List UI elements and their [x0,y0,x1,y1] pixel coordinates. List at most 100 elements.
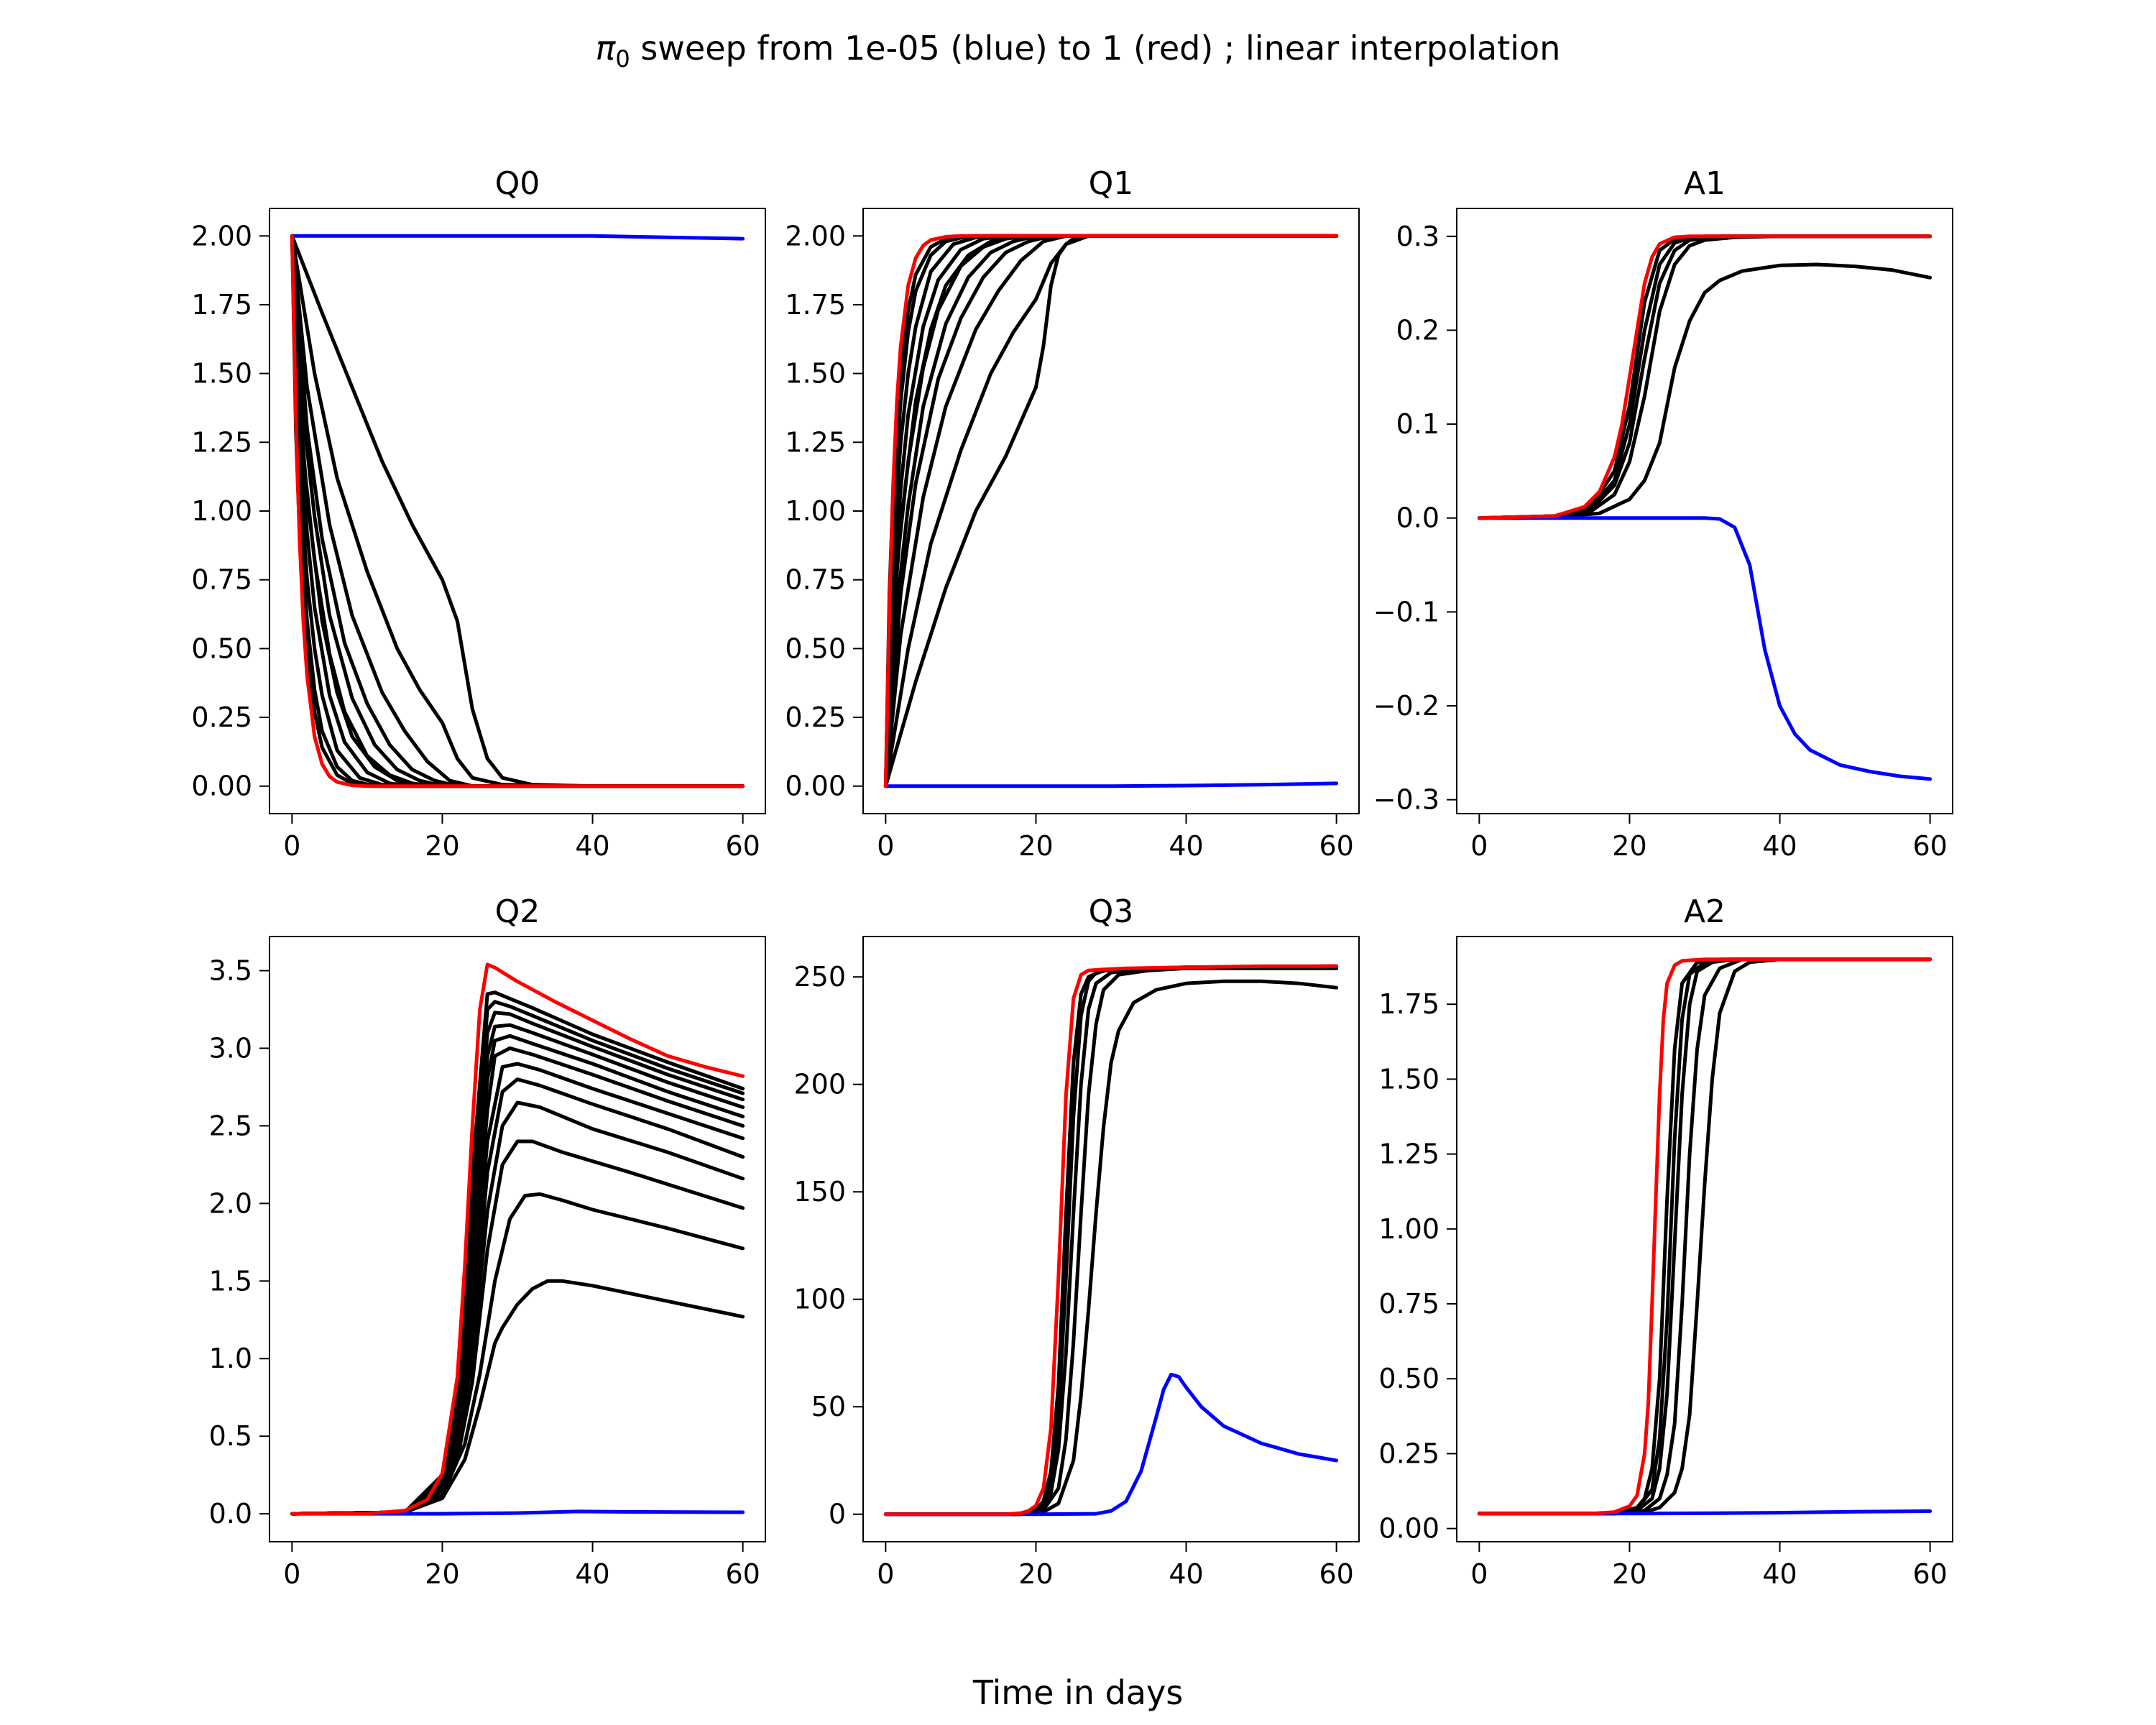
series-line-black [290,234,745,788]
series-line-black [883,234,1339,788]
series-line-black [1477,262,1932,520]
x-tick-label: 20 [425,1558,459,1590]
series-line-black [1477,234,1932,520]
series-line-black [883,234,1339,788]
y-tick-label: 0.00 [785,770,846,802]
y-tick-label: 1.75 [191,289,252,321]
y-tick-label: 1.25 [785,426,846,458]
y-tick-label: 0.2 [1396,314,1439,346]
y-tick-label: −0.1 [1373,596,1439,627]
x-tick-label: 60 [725,830,760,862]
series-line-black [883,234,1339,788]
series-line-red [1477,234,1932,520]
series-line-black [883,979,1339,1517]
subplot-a1: 0 20 40 60 −0.3 −0.2 −0.1 0.0 0.1 0.2 0.3 A1 [1373,165,1953,862]
y-tick-label: 2.00 [191,220,252,252]
series-line-blue [290,234,745,241]
subplot-title: A1 [1684,165,1726,202]
series-line-black [290,1100,745,1516]
y-tick-label: 1.00 [191,495,252,527]
y-tick-label: 100 [793,1284,846,1315]
series-line-black [290,234,745,788]
x-tick-label: 60 [1912,830,1947,862]
y-tick-label: 0.75 [1378,1288,1439,1320]
subplot-q3: 0 20 40 60 0 50 100 150 200 250 Q3 [793,893,1360,1590]
series-line-black [290,1023,745,1516]
y-tick-label: 0.00 [1378,1513,1439,1545]
series-line-black [1477,234,1932,520]
y-tick-label: −0.3 [1373,784,1439,816]
series-line-black [883,234,1339,788]
y-tick-label: 1.50 [1378,1063,1439,1095]
series-line-black [883,234,1339,788]
axes-frame [269,936,766,1542]
x-tick-label: 20 [1018,830,1053,862]
series-group [1477,234,1932,781]
series-line-black [290,1011,745,1516]
x-tick-label: 0 [877,830,894,862]
series-group [290,234,745,788]
x-tick-label: 60 [725,1558,760,1590]
x-tick-label: 0 [283,830,300,862]
series-line-black [1477,957,1932,1516]
y-tick-label: −0.2 [1373,690,1439,722]
y-tick-label: 0.00 [191,770,252,802]
y-tick-label: 0.25 [191,702,252,733]
y-tick-label: 0.75 [191,564,252,596]
series-line-black [883,234,1339,788]
subplot-q0: 0 20 40 60 0.00 0.25 0.50 0.75 1.00 1.25 1.50 1.75 2… [191,165,766,862]
series-line-blue [290,1509,745,1516]
y-tick-label: 200 [793,1069,846,1100]
y-tick-label: 1.50 [191,358,252,390]
series-line-red [290,962,745,1516]
series-line-black [290,234,745,788]
x-tick-label: 40 [1169,830,1203,862]
series-line-black [1477,234,1932,520]
series-line-black [883,964,1339,1517]
subplot-q1: 0 20 40 60 0.00 0.25 0.50 0.75 1.00 1.25 1.50 1.75 2… [785,165,1360,862]
y-tick-label: 0.75 [785,564,846,596]
axes-frame [862,208,1360,814]
y-tick-label: 0.25 [1378,1438,1439,1469]
x-tick-label: 20 [1612,1558,1646,1590]
x-tick-label: 40 [575,1558,609,1590]
axes-frame [1456,208,1953,814]
title-pi-symbol: π [595,29,616,68]
y-tick-label: 3.0 [209,1032,252,1064]
series-line-black [290,1046,745,1516]
series-line-black [290,234,745,788]
y-tick-label: 0 [829,1499,846,1530]
series-group [290,962,745,1516]
x-tick-label: 20 [1612,830,1646,862]
axes-frame [269,208,766,814]
y-tick-label: 0.25 [785,702,846,733]
series-line-blue [883,781,1339,788]
y-tick-label: 0.3 [1396,221,1439,252]
series-line-black [290,234,745,788]
y-tick-label: 0.50 [1378,1363,1439,1394]
y-tick-label: 2.00 [785,220,846,252]
y-tick-label: 1.25 [191,426,252,458]
x-tick-label: 60 [1912,1558,1947,1590]
x-tick-label: 40 [575,830,609,862]
series-line-blue [883,1372,1339,1517]
series-line-black [290,1139,745,1516]
subplot-title: A2 [1684,893,1726,930]
series-line-red [1477,957,1932,1516]
series-line-red [290,234,745,788]
series-group [883,234,1339,788]
y-tick-label: 0.1 [1396,408,1439,440]
x-tick-label: 40 [1169,1558,1203,1590]
x-tick-label: 20 [1018,1558,1053,1590]
y-tick-label: 1.75 [785,289,846,321]
subplot-title: Q0 [495,165,540,202]
y-tick-label: 1.25 [1378,1138,1439,1170]
series-line-red [883,234,1339,788]
x-tick-label: 0 [877,1558,894,1590]
axes-frame [862,936,1360,1542]
series-line-black [290,234,745,788]
y-tick-label: 2.5 [209,1110,252,1141]
series-line-black [290,234,745,788]
y-tick-label: 1.0 [209,1343,252,1374]
